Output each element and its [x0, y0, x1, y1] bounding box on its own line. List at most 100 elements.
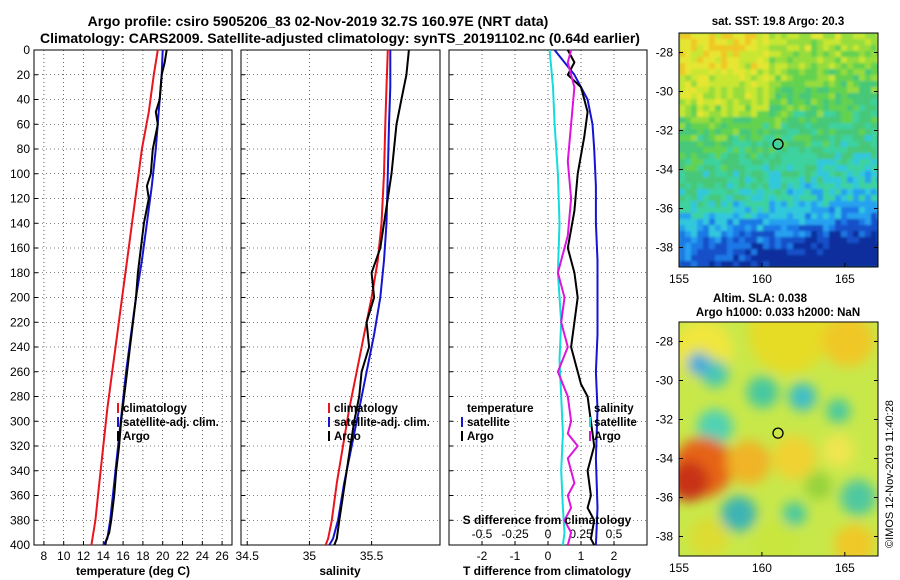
sst-cell [847, 99, 854, 106]
sst-cell [853, 171, 860, 178]
sst-cell [733, 213, 740, 220]
sst-cell [679, 33, 686, 40]
map-x-tick-label: 165 [835, 272, 855, 286]
sst-cell [835, 231, 842, 238]
sst-cell [757, 141, 764, 148]
sst-cell [703, 207, 710, 214]
sst-cell [793, 189, 800, 196]
sst-cell [817, 195, 824, 202]
map-y-tick-label: -28 [656, 335, 674, 349]
sst-cell [811, 135, 818, 142]
sst-cell [727, 93, 734, 100]
sst-cell [727, 171, 734, 178]
sst-cell [685, 129, 692, 136]
sst-cell [757, 63, 764, 70]
sst-cell [799, 87, 806, 94]
sst-cell [871, 45, 878, 52]
sst-cell [691, 153, 698, 160]
sst-cell [793, 87, 800, 94]
x-tick-label: 1 [578, 549, 585, 563]
sst-cell [835, 153, 842, 160]
sst-cell [787, 189, 794, 196]
sst-cell [799, 135, 806, 142]
sst-cell [721, 51, 728, 58]
sst-cell [697, 213, 704, 220]
sst-cell [697, 135, 704, 142]
sst-cell [721, 141, 728, 148]
sst-cell [775, 105, 782, 112]
sst-cell [763, 261, 770, 267]
legend-s-argo-label: Argo [594, 431, 621, 443]
sst-cell [811, 51, 818, 58]
sst-cell [691, 237, 698, 244]
sst-cell [829, 63, 836, 70]
legend-satellite-label: satellite-adj. clim. [123, 417, 219, 429]
sst-cell [787, 213, 794, 220]
map-y-tick-label: -32 [656, 124, 674, 138]
sst-cell [793, 255, 800, 262]
sst-cell [703, 93, 710, 100]
sst-cell [841, 123, 848, 130]
sst-cell [703, 51, 710, 58]
sst-cell [745, 129, 752, 136]
sst-cell [775, 129, 782, 136]
sst-cell [793, 183, 800, 190]
sst-cell [751, 81, 758, 88]
sst-cell [805, 195, 812, 202]
sst-cell [781, 219, 788, 226]
sst-cell [697, 123, 704, 130]
sst-cell [775, 81, 782, 88]
map-y-tick-label: -30 [656, 374, 674, 388]
sst-cell [769, 225, 776, 232]
sst-cell [757, 159, 764, 166]
sst-cell [835, 243, 842, 250]
sst-cell [679, 69, 686, 76]
sst-cell [763, 165, 770, 172]
sst-cell [811, 165, 818, 172]
map-x-tick-label: 165 [835, 561, 855, 575]
sst-cell [733, 39, 740, 46]
sst-cell [853, 99, 860, 106]
sst-cell [817, 177, 824, 184]
sst-cell [685, 231, 692, 238]
sst-cell [709, 165, 716, 172]
sst-cell [793, 75, 800, 82]
sst-cell [865, 213, 872, 220]
difference-grid [449, 49, 647, 546]
sst-cell [745, 207, 752, 214]
sst-cell [793, 219, 800, 226]
depth-tick-label: 180 [10, 266, 30, 280]
sst-cell [709, 129, 716, 136]
sst-cell [835, 111, 842, 118]
sst-cell [853, 213, 860, 220]
sst-cell [721, 165, 728, 172]
sst-cell [691, 93, 698, 100]
sst-cell [715, 183, 722, 190]
sst-cell [715, 249, 722, 256]
sst-cell [865, 261, 872, 267]
sst-cell [721, 237, 728, 244]
sst-cell [787, 165, 794, 172]
sst-cell [847, 93, 854, 100]
sst-cell [697, 159, 704, 166]
sst-cell [769, 195, 776, 202]
sst-cell [787, 111, 794, 118]
sst-cell [757, 33, 764, 40]
sst-cell [841, 147, 848, 154]
sst-cell [757, 129, 764, 136]
map-y-tick-label: -36 [656, 202, 674, 216]
sst-cell [805, 225, 812, 232]
sst-cell [871, 153, 878, 160]
sst-cell [841, 111, 848, 118]
sst-cell [835, 255, 842, 262]
sst-cell [841, 63, 848, 70]
sst-cell [853, 93, 860, 100]
sst-cell [799, 39, 806, 46]
sst-cell [829, 219, 836, 226]
sst-cell [865, 249, 872, 256]
sst-cell [703, 213, 710, 220]
sst-cell [679, 249, 686, 256]
sst-cell [733, 261, 740, 267]
sst-cell [841, 87, 848, 94]
sst-cell [805, 123, 812, 130]
